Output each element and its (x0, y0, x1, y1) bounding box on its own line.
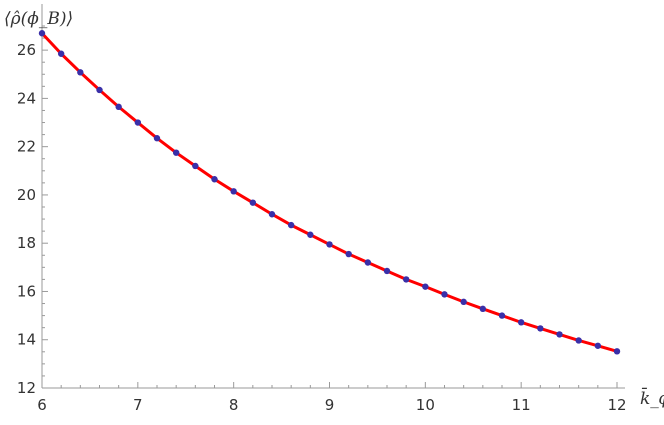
series-layer (38, 30, 621, 355)
data-point (575, 337, 582, 344)
y-tick-label: 22 (17, 138, 36, 156)
data-point (115, 103, 122, 111)
data-point (134, 119, 142, 126)
data-point (211, 176, 218, 183)
axes (41, 4, 625, 389)
data-point (326, 241, 333, 248)
data-point (383, 267, 391, 275)
data-point (441, 291, 448, 298)
fit-line (40, 31, 619, 353)
x-tick-label: 9 (325, 396, 335, 414)
data-point (556, 331, 563, 338)
y-tick-label: 14 (17, 331, 36, 349)
y-axis-ticks: 12 14 16 18 20 22 24 26 (17, 25, 48, 397)
x-tick-label: 10 (416, 396, 435, 414)
y-axis-label: ⟨ρ̂(ϕ_B)⟩ (4, 9, 73, 29)
data-point (38, 30, 46, 37)
y-tick-label: 16 (17, 282, 36, 300)
data-point (287, 221, 295, 229)
y-tick-label: 24 (17, 89, 36, 107)
data-point (345, 250, 352, 258)
data-point (613, 348, 621, 355)
x-axis-ticks: 6 7 8 9 10 11 12 (37, 382, 627, 414)
x-tick-label: 8 (229, 396, 239, 414)
data-point (307, 231, 314, 238)
x-tick-label: 11 (512, 396, 531, 414)
data-point (96, 86, 103, 94)
data-point (594, 342, 602, 349)
data-point (230, 188, 237, 195)
x-tick-label: 7 (133, 396, 143, 414)
data-point (498, 312, 506, 319)
y-tick-label: 20 (17, 186, 36, 204)
y-tick-label: 18 (17, 234, 36, 252)
data-point (249, 199, 257, 206)
data-point (460, 298, 467, 306)
data-point (268, 211, 276, 218)
data-point (77, 69, 84, 76)
data-point (422, 283, 429, 290)
data-point (192, 162, 199, 170)
data-point (402, 276, 410, 283)
data-point (364, 259, 372, 266)
data-point (537, 325, 544, 332)
x-tick-label: 6 (37, 396, 47, 414)
x-tick-label: 12 (607, 396, 626, 414)
data-point (517, 319, 525, 326)
data-point (153, 135, 161, 142)
x-axis-label: k̄_ϕ (640, 386, 664, 409)
data-point (479, 305, 487, 313)
data-point (57, 50, 65, 57)
data-point (172, 149, 180, 156)
y-tick-label: 26 (17, 41, 36, 59)
y-tick-label: 12 (17, 379, 36, 397)
